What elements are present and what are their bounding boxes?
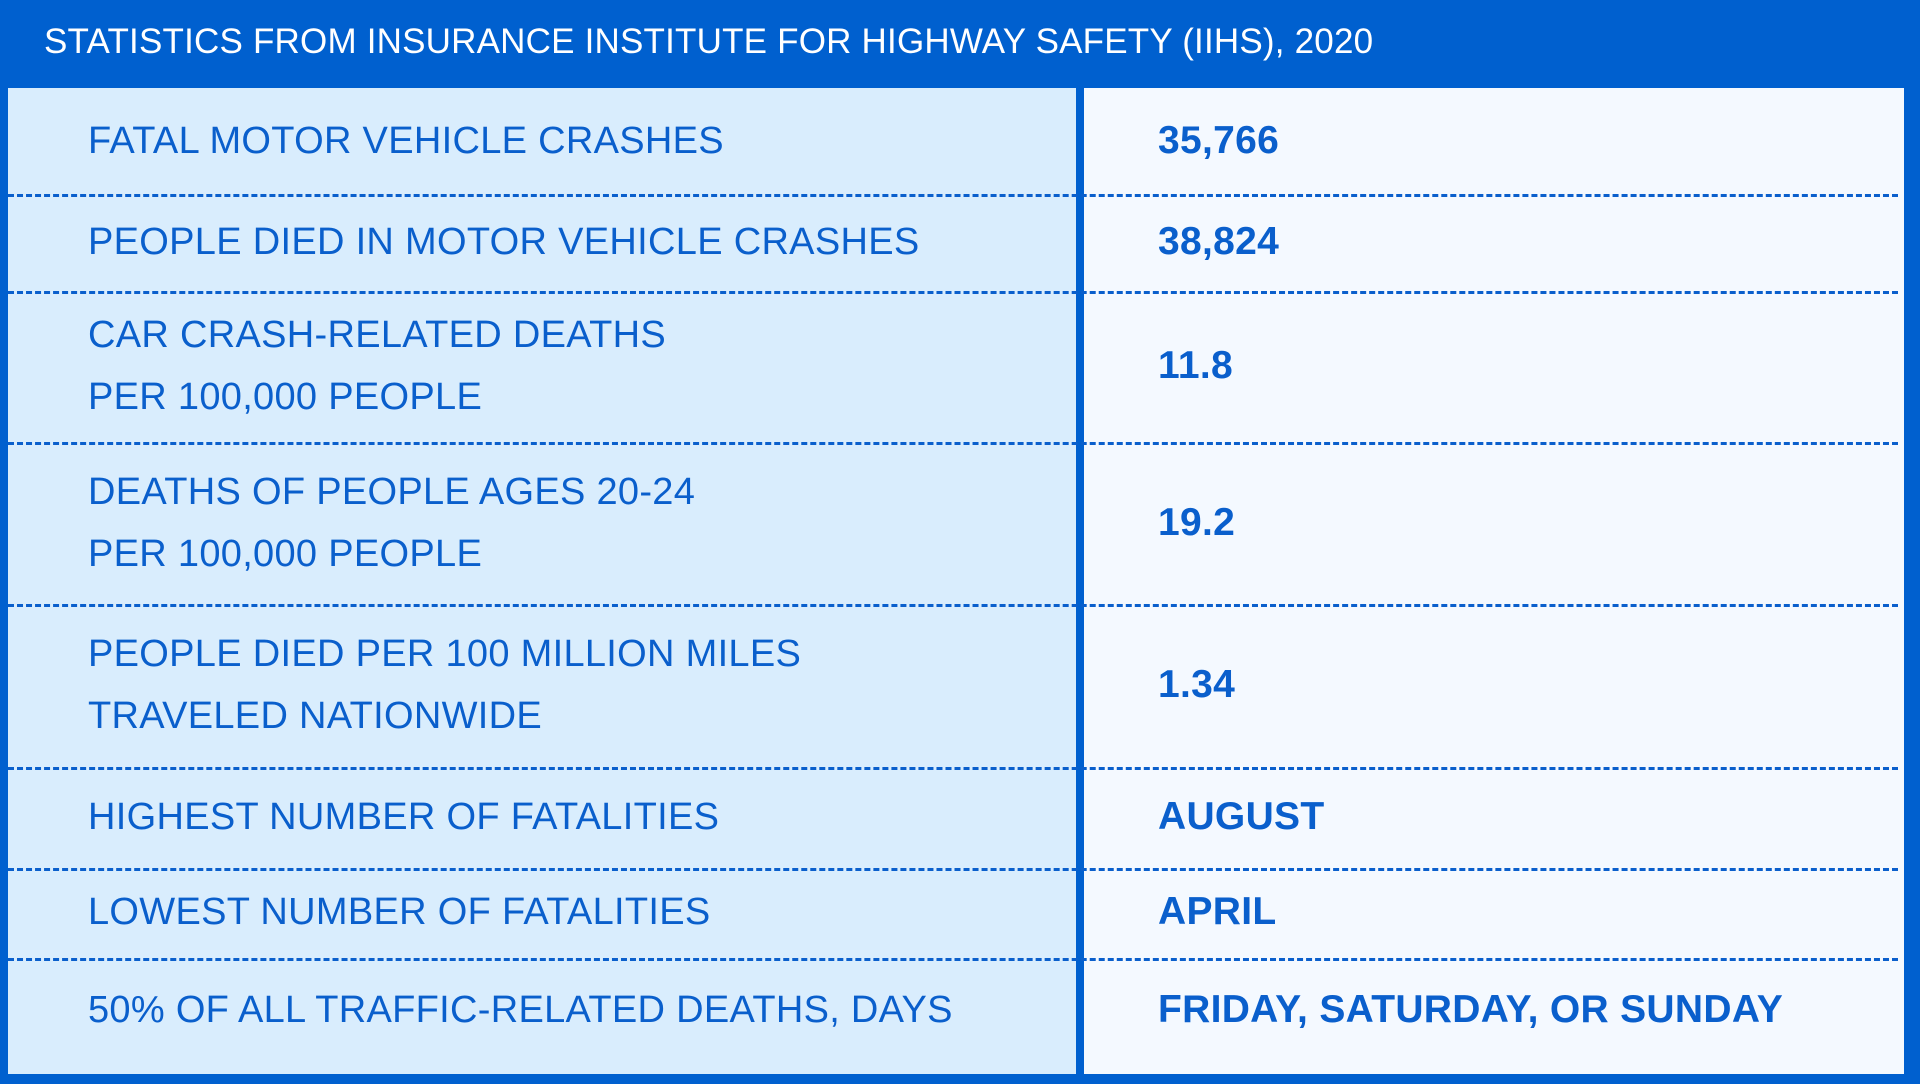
table-row-value: APRIL: [1084, 868, 1904, 956]
table-row-value: FRIDAY, SATURDAY, OR SUNDAY: [1084, 956, 1904, 1064]
table-row-label: DEATHS OF PEOPLE AGES 20-24 PER 100,000 …: [8, 442, 1076, 604]
row-label: 50% OF ALL TRAFFIC-RELATED DEATHS, DAYS: [88, 989, 953, 1031]
table-row-label: 50% OF ALL TRAFFIC-RELATED DEATHS, DAYS: [8, 956, 1076, 1064]
row-value: 35,766: [1158, 119, 1280, 162]
row-divider: [8, 194, 1898, 197]
table-header: STATISTICS FROM INSURANCE INSTITUTE FOR …: [0, 0, 1920, 88]
row-divider: [8, 767, 1898, 770]
row-label: LOWEST NUMBER OF FATALITIES: [88, 891, 711, 933]
row-value: FRIDAY, SATURDAY, OR SUNDAY: [1158, 988, 1784, 1031]
row-value: 38,824: [1158, 220, 1280, 263]
row-label: FATAL MOTOR VEHICLE CRASHES: [88, 120, 724, 162]
row-divider: [8, 291, 1898, 294]
row-value: 1.34: [1158, 663, 1236, 706]
table-row-value: 11.8: [1084, 290, 1904, 442]
row-value: 19.2: [1158, 501, 1236, 544]
table-row-value: AUGUST: [1084, 766, 1904, 868]
table-row-value: 35,766: [1084, 88, 1904, 194]
value-column: 35,766 38,824 11.8 19.2 1.34 AUGUST APRI…: [1076, 88, 1904, 1074]
table-row-label: CAR CRASH-RELATED DEATHS PER 100,000 PEO…: [8, 290, 1076, 442]
row-value: AUGUST: [1158, 795, 1325, 838]
row-label: DEATHS OF PEOPLE AGES 20-24 PER 100,000 …: [88, 471, 696, 575]
table-row-value: 38,824: [1084, 194, 1904, 290]
row-label: HIGHEST NUMBER OF FATALITIES: [88, 796, 720, 838]
table-row-value: 19.2: [1084, 442, 1904, 604]
row-divider: [8, 958, 1898, 961]
row-label: CAR CRASH-RELATED DEATHS PER 100,000 PEO…: [88, 314, 666, 418]
row-label: PEOPLE DIED PER 100 MILLION MILES TRAVEL…: [88, 633, 802, 737]
row-value: 11.8: [1158, 344, 1233, 387]
table-row-label: FATAL MOTOR VEHICLE CRASHES: [8, 88, 1076, 194]
table-row-label: PEOPLE DIED PER 100 MILLION MILES TRAVEL…: [8, 604, 1076, 766]
label-column: FATAL MOTOR VEHICLE CRASHES PEOPLE DIED …: [8, 88, 1076, 1074]
row-divider: [8, 604, 1898, 607]
table-row-label: PEOPLE DIED IN MOTOR VEHICLE CRASHES: [8, 194, 1076, 290]
statistics-table: FATAL MOTOR VEHICLE CRASHES PEOPLE DIED …: [8, 88, 1904, 1074]
table-row-label: HIGHEST NUMBER OF FATALITIES: [8, 766, 1076, 868]
row-divider: [8, 868, 1898, 871]
row-value: APRIL: [1158, 890, 1277, 933]
table-title: STATISTICS FROM INSURANCE INSTITUTE FOR …: [44, 22, 1374, 61]
row-label: PEOPLE DIED IN MOTOR VEHICLE CRASHES: [88, 221, 920, 263]
table-row-value: 1.34: [1084, 604, 1904, 766]
row-divider: [8, 442, 1898, 445]
table-row-label: LOWEST NUMBER OF FATALITIES: [8, 868, 1076, 956]
